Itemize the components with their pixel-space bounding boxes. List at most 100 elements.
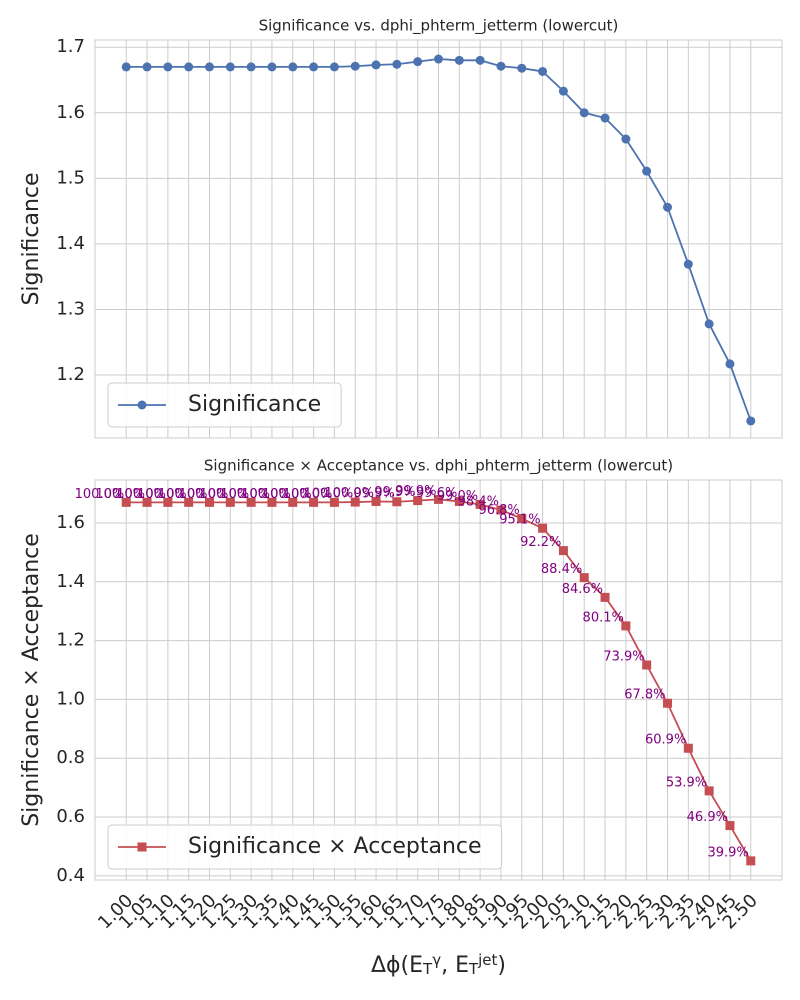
y-tick-label: 1.0: [56, 688, 85, 709]
legend-marker: [137, 842, 147, 852]
legend-box: [107, 382, 342, 428]
y-tick-label: 1.4: [56, 571, 85, 592]
marker: [392, 497, 402, 507]
marker: [538, 523, 548, 533]
marker: [142, 497, 152, 507]
marker: [454, 496, 464, 506]
marker: [454, 55, 464, 65]
point-label: 100.0%: [158, 487, 208, 502]
point-label: 100.0%: [241, 487, 291, 502]
marker: [538, 66, 548, 76]
marker: [350, 61, 360, 71]
chart-title: Significance vs. dphi_phterm_jetterm (lo…: [259, 17, 619, 36]
marker: [329, 497, 339, 507]
marker: [683, 743, 693, 753]
point-label: 96.8%: [478, 503, 519, 518]
legend-marker: [137, 400, 147, 410]
marker: [642, 166, 652, 176]
marker: [517, 514, 527, 524]
point-label: 100.0%: [304, 487, 354, 502]
y-tick-label: 1.6: [56, 512, 85, 533]
point-label: 99.9%: [395, 484, 436, 499]
marker: [475, 499, 485, 509]
marker: [309, 497, 319, 507]
marker: [475, 55, 485, 65]
point-label: 95.1%: [499, 513, 540, 528]
marker: [434, 494, 443, 504]
marker: [329, 62, 339, 72]
point-label: 46.9%: [687, 810, 728, 825]
marker: [267, 497, 277, 507]
point-label: 100.0%: [116, 487, 166, 502]
marker: [163, 62, 173, 72]
x-axis-label: Δϕ(ETγ, ETjet): [371, 951, 506, 979]
marker: [663, 698, 672, 708]
marker: [642, 660, 652, 670]
point-label: 100.0%: [220, 487, 270, 502]
point-label: 80.1%: [583, 610, 624, 625]
marker: [496, 61, 506, 71]
marker: [558, 546, 568, 556]
point-label: 73.9%: [603, 650, 644, 665]
marker: [121, 497, 131, 507]
marker: [704, 319, 714, 329]
point-label: 99.6%: [416, 486, 457, 501]
point-label: 100.0%: [283, 487, 333, 502]
y-tick-label: 1.7: [56, 36, 85, 57]
marker: [558, 86, 568, 96]
point-label: 92.2%: [520, 535, 561, 550]
marker: [746, 416, 756, 426]
legend-label: Significance: [188, 392, 321, 417]
point-label: 88.4%: [541, 562, 582, 577]
marker: [309, 62, 319, 72]
marker: [163, 497, 173, 507]
marker: [579, 573, 589, 583]
y-axis-label: Significance: [19, 172, 44, 305]
y-axis-label: Significance × Acceptance: [19, 533, 44, 827]
y-tick-label: 0.6: [56, 806, 85, 827]
y-tick-label: 0.4: [56, 865, 85, 886]
marker: [205, 62, 214, 72]
point-label: 99.9%: [374, 485, 415, 500]
y-tick-label: 1.5: [56, 167, 85, 188]
chart-title: Significance × Acceptance vs. dphi_phter…: [204, 457, 673, 476]
point-label: 99.0%: [437, 489, 478, 504]
marker: [683, 259, 693, 269]
marker: [371, 496, 381, 506]
marker: [225, 497, 235, 507]
legend: Significance × Acceptance: [107, 824, 503, 870]
y-tick-label: 0.8: [56, 747, 85, 768]
point-label: 100.0%: [324, 486, 374, 501]
marker: [121, 62, 131, 72]
marker: [288, 497, 298, 507]
legend-box: [107, 824, 503, 870]
marker: [142, 62, 152, 72]
marker: [600, 592, 610, 602]
marker: [350, 497, 360, 507]
marker: [579, 108, 589, 118]
marker: [746, 856, 756, 866]
point-label: 39.9%: [707, 845, 748, 860]
marker: [621, 134, 631, 144]
marker: [600, 113, 610, 123]
marker: [496, 505, 506, 515]
point-label: 100.0%: [200, 487, 250, 502]
marker: [413, 496, 423, 506]
marker: [517, 63, 527, 73]
point-label: 100.0%: [95, 487, 145, 502]
point-label: 98.4%: [458, 495, 499, 510]
marker: [392, 59, 402, 69]
point-label: 67.8%: [624, 688, 665, 703]
point-label: 100.0%: [137, 487, 187, 502]
y-tick-label: 1.2: [56, 630, 85, 651]
marker: [663, 202, 672, 212]
y-tick-label: 1.3: [56, 298, 85, 319]
point-label: 53.9%: [666, 775, 707, 790]
marker: [205, 497, 214, 507]
point-label: 60.9%: [645, 733, 686, 748]
y-tick-label: 1.2: [56, 364, 85, 385]
marker: [184, 62, 194, 72]
legend: Significance: [107, 382, 342, 428]
marker: [288, 62, 298, 72]
